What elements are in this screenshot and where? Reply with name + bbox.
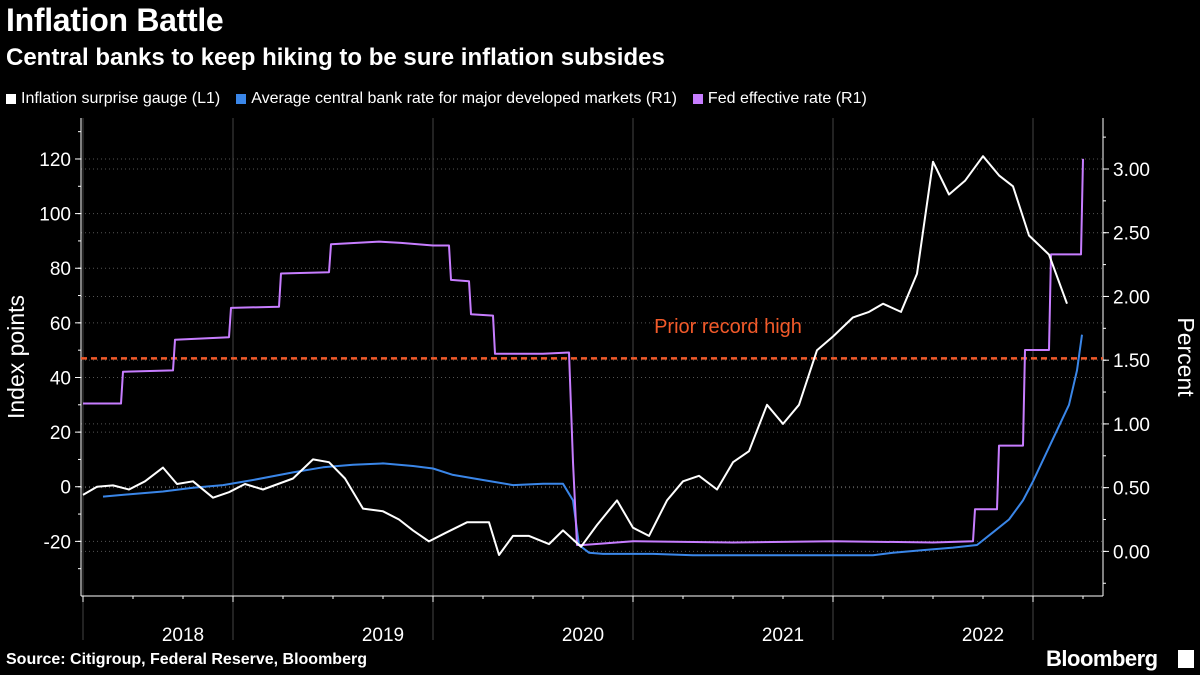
right-tick-label: 1.00 bbox=[1113, 415, 1150, 436]
x-tick-label: 2018 bbox=[162, 625, 204, 646]
legend: Inflation surprise gauge (L1) Average ce… bbox=[6, 90, 867, 108]
series-line-1 bbox=[102, 334, 1083, 557]
left-tick-label: 80 bbox=[50, 259, 71, 280]
series-group bbox=[82, 155, 1084, 557]
right-tick-label: 2.50 bbox=[1113, 224, 1150, 245]
left-tick-label: 20 bbox=[50, 423, 71, 444]
right-tick-label: 0.50 bbox=[1113, 479, 1150, 500]
x-tick-label: 2020 bbox=[562, 625, 604, 646]
source-note: Source: Citigroup, Federal Reserve, Bloo… bbox=[6, 651, 367, 668]
legend-item-inflation: Inflation surprise gauge (L1) bbox=[6, 90, 220, 108]
left-tick-label: -20 bbox=[44, 532, 71, 553]
chart-subtitle: Central banks to keep hiking to be sure … bbox=[6, 44, 665, 71]
left-tick-label: 0 bbox=[60, 478, 71, 499]
right-axis-title: Percent bbox=[1173, 317, 1199, 397]
left-tick-label: 100 bbox=[39, 205, 71, 226]
chart-title: Inflation Battle bbox=[6, 2, 224, 38]
legend-label-avg-rate: Average central bank rate for major deve… bbox=[251, 90, 677, 107]
right-tick-label: 3.00 bbox=[1113, 160, 1150, 181]
legend-swatch-inflation bbox=[6, 94, 16, 104]
reference-line-label: Prior record high bbox=[654, 316, 802, 338]
right-tick-label: 1.50 bbox=[1113, 351, 1150, 372]
legend-item-avg-rate: Average central bank rate for major deve… bbox=[236, 90, 677, 108]
legend-item-fed-rate: Fed effective rate (R1) bbox=[692, 90, 867, 108]
axis-labels: -20 0 20 40 60 80 100 120 0.00 0.50 1.00 1.50 2.00 2.… bbox=[3, 150, 1199, 646]
series-line-2 bbox=[83, 158, 1084, 546]
gridlines bbox=[81, 118, 1103, 640]
reference-line-group: Prior record high bbox=[81, 316, 1103, 360]
bloomberg-chart-icon bbox=[1178, 650, 1194, 668]
x-tick-label: 2021 bbox=[762, 625, 804, 646]
legend-swatch-fed-rate bbox=[692, 94, 703, 104]
x-tick-label: 2019 bbox=[362, 625, 404, 646]
series-line-0 bbox=[82, 155, 1068, 556]
legend-swatch-avg-rate bbox=[236, 94, 247, 104]
left-axis-title: Index points bbox=[3, 295, 29, 419]
left-tick-label: 40 bbox=[50, 368, 71, 389]
x-tick-label: 2022 bbox=[962, 625, 1004, 646]
left-tick-label: 60 bbox=[50, 314, 71, 335]
legend-label-inflation: Inflation surprise gauge (L1) bbox=[21, 90, 221, 107]
legend-label-fed-rate: Fed effective rate (R1) bbox=[707, 90, 867, 107]
left-tick-label: 120 bbox=[39, 150, 71, 171]
right-tick-label: 2.00 bbox=[1113, 287, 1150, 308]
bloomberg-logo: Bloomberg bbox=[1046, 646, 1158, 671]
right-tick-label: 0.00 bbox=[1113, 542, 1150, 563]
axes bbox=[75, 118, 1109, 602]
